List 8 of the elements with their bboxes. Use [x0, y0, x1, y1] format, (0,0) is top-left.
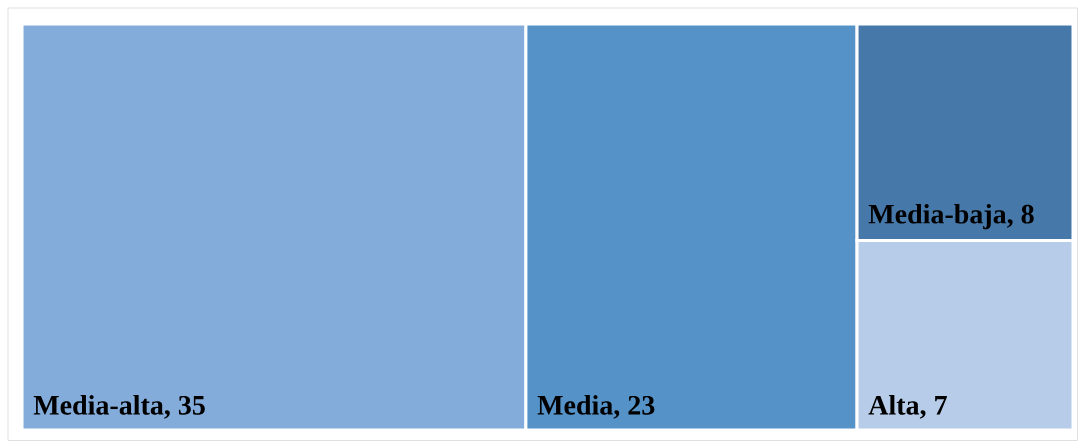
category-label: Media [537, 395, 613, 415]
category-label: Media-baja [868, 203, 1007, 230]
category-label: Alta [868, 395, 920, 415]
data-label: , 8 [1007, 204, 1034, 228]
data-label: , 7 [919, 396, 947, 419]
data-label: , 35 [164, 395, 205, 419]
data-label: , 23 [613, 395, 655, 419]
category-label: Media-alta [33, 395, 164, 415]
